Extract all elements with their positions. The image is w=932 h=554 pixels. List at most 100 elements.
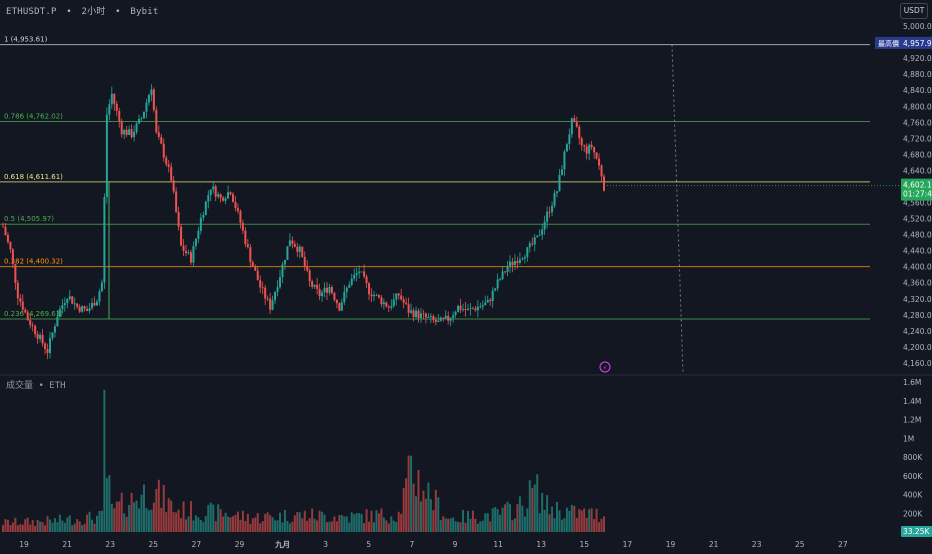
candle[interactable] — [372, 295, 375, 297]
candle[interactable] — [227, 192, 230, 199]
candle[interactable] — [387, 306, 390, 308]
candle[interactable] — [162, 143, 165, 158]
candle[interactable] — [291, 240, 294, 245]
candle[interactable] — [489, 299, 492, 301]
candle[interactable] — [259, 280, 262, 288]
candle[interactable] — [528, 243, 531, 248]
candle[interactable] — [546, 211, 549, 222]
interval-label[interactable]: 2小时 — [81, 7, 106, 17]
candle[interactable] — [266, 298, 269, 300]
candle[interactable] — [474, 308, 477, 311]
candle[interactable] — [31, 325, 34, 326]
candle[interactable] — [442, 317, 445, 319]
candle[interactable] — [358, 271, 361, 274]
candle[interactable] — [504, 271, 507, 273]
candle[interactable] — [130, 129, 133, 138]
candle[interactable] — [44, 343, 47, 350]
candle[interactable] — [560, 169, 563, 175]
candle[interactable] — [531, 243, 534, 245]
candle[interactable] — [316, 284, 319, 289]
candle[interactable] — [558, 174, 561, 192]
candle[interactable] — [135, 123, 138, 133]
candle[interactable] — [578, 126, 581, 139]
candle[interactable] — [298, 246, 301, 252]
candle[interactable] — [348, 284, 351, 288]
candle[interactable] — [204, 201, 207, 215]
candle[interactable] — [536, 235, 539, 238]
candle[interactable] — [189, 252, 192, 263]
candle[interactable] — [533, 237, 536, 245]
candle[interactable] — [603, 176, 605, 191]
candle[interactable] — [595, 152, 598, 159]
candle[interactable] — [95, 301, 98, 306]
candle[interactable] — [521, 258, 524, 260]
candle[interactable] — [457, 305, 460, 313]
candle[interactable] — [105, 114, 108, 198]
candle[interactable] — [343, 291, 346, 303]
candle[interactable] — [501, 271, 504, 280]
candle[interactable] — [353, 274, 356, 279]
candle[interactable] — [276, 287, 279, 292]
candle[interactable] — [66, 298, 69, 304]
candle[interactable] — [392, 299, 395, 307]
candle[interactable] — [4, 226, 7, 236]
candle[interactable] — [39, 334, 42, 339]
candle[interactable] — [115, 103, 118, 111]
candle[interactable] — [518, 259, 521, 264]
candle[interactable] — [462, 309, 465, 310]
candle[interactable] — [432, 316, 435, 320]
candle[interactable] — [311, 281, 314, 287]
candle[interactable] — [588, 144, 591, 154]
candle[interactable] — [271, 300, 274, 310]
candle[interactable] — [61, 305, 64, 310]
candle[interactable] — [323, 287, 326, 293]
candle[interactable] — [360, 271, 363, 273]
candle[interactable] — [217, 194, 220, 197]
candle[interactable] — [172, 180, 175, 192]
candle[interactable] — [424, 313, 427, 318]
candle[interactable] — [333, 293, 336, 300]
candle[interactable] — [288, 240, 291, 247]
candle[interactable] — [397, 293, 400, 296]
candle[interactable] — [496, 279, 499, 289]
candle[interactable] — [434, 319, 437, 322]
candle[interactable] — [402, 299, 405, 303]
candle[interactable] — [573, 118, 576, 123]
candle[interactable] — [34, 325, 37, 335]
candle[interactable] — [464, 309, 467, 311]
candle[interactable] — [157, 132, 160, 137]
candle[interactable] — [81, 306, 84, 312]
candle[interactable] — [175, 191, 178, 213]
candle[interactable] — [241, 222, 244, 231]
candle[interactable] — [526, 247, 529, 257]
candle[interactable] — [427, 317, 430, 318]
candle[interactable] — [224, 198, 227, 201]
candle[interactable] — [71, 296, 74, 304]
candle[interactable] — [214, 186, 217, 197]
candle[interactable] — [286, 246, 289, 260]
candle[interactable] — [93, 302, 96, 306]
candle[interactable] — [222, 197, 225, 201]
candle[interactable] — [73, 303, 76, 305]
candle[interactable] — [412, 310, 415, 318]
candle[interactable] — [553, 193, 556, 206]
candle[interactable] — [556, 191, 559, 194]
candle[interactable] — [469, 308, 472, 310]
candle[interactable] — [165, 157, 168, 165]
candle[interactable] — [466, 308, 469, 311]
candle[interactable] — [385, 302, 388, 307]
candle[interactable] — [51, 332, 54, 339]
candle[interactable] — [335, 299, 338, 304]
candle[interactable] — [199, 217, 202, 231]
candle[interactable] — [167, 164, 170, 167]
candle[interactable] — [380, 297, 383, 305]
candle[interactable] — [345, 287, 348, 292]
candle[interactable] — [232, 194, 235, 202]
candle[interactable] — [14, 263, 17, 283]
candle[interactable] — [155, 109, 158, 133]
candle[interactable] — [303, 256, 306, 267]
candle[interactable] — [21, 301, 24, 310]
candle[interactable] — [325, 287, 328, 293]
